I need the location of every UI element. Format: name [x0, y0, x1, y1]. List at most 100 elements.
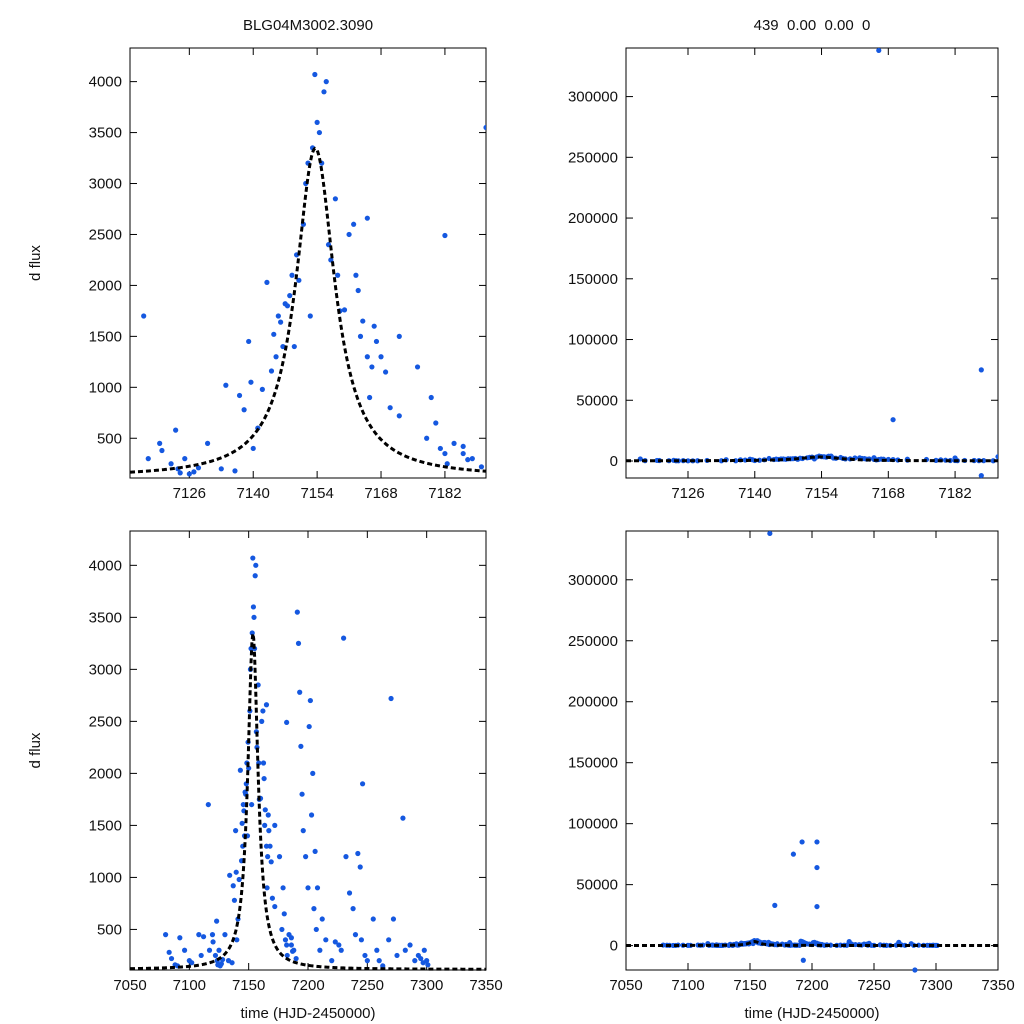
x-tick-label: 7154 [300, 485, 333, 502]
data-point [218, 466, 224, 472]
y-tick-label: 250000 [568, 633, 618, 650]
data-point [478, 464, 485, 470]
data-point [272, 822, 278, 829]
data-point [249, 801, 255, 808]
data-point [451, 440, 457, 446]
data-point [246, 338, 252, 345]
data-point [310, 770, 316, 776]
data-point [281, 911, 287, 917]
panel-top-left: 500 1000 1500 2000 2500 3000 3500 4000 7126 7140 7… [27, 17, 487, 502]
data-point [332, 939, 338, 945]
data-point [341, 635, 347, 641]
data-point [359, 781, 366, 787]
outlier-point [799, 839, 805, 845]
data-point [280, 885, 286, 891]
data-point [206, 947, 213, 953]
x-tick-label: 7350 [981, 977, 1014, 994]
data-point [191, 469, 197, 475]
model-curve [626, 455, 998, 463]
data-point [296, 277, 302, 283]
data-point [371, 323, 377, 329]
x-tick-label: 7182 [938, 485, 971, 502]
y-tick-label: 300000 [568, 572, 618, 589]
data-point [159, 447, 165, 454]
model-curve [130, 146, 486, 474]
data-point [181, 947, 188, 953]
y-tick-label: 2000 [89, 277, 122, 294]
data-point [328, 257, 334, 263]
panel-top-right: 0 50000 100000 150000 200000 250000 300000 7126… [568, 17, 999, 502]
data-point [248, 379, 254, 385]
data-point [198, 952, 204, 959]
data-point [343, 854, 349, 860]
data-point [275, 313, 281, 319]
data-point [182, 456, 188, 462]
data-point [205, 801, 211, 808]
data-point [262, 807, 268, 813]
data-point [200, 934, 207, 940]
data-point [421, 947, 427, 953]
panel-title: BLG04M3002.3090 [243, 17, 373, 34]
y-axis-label: d flux [27, 245, 44, 281]
data-point [250, 604, 257, 610]
data-point [222, 932, 228, 938]
y-tick-label: 0 [610, 453, 618, 470]
data-point [428, 394, 434, 401]
data-point [282, 937, 289, 943]
data-point [216, 947, 222, 953]
data-point [237, 767, 243, 773]
y-tick-label: 250000 [568, 149, 618, 166]
data-point [388, 695, 394, 702]
data-point [335, 272, 341, 278]
data-point [353, 272, 359, 278]
data-point [189, 960, 195, 966]
data-point [637, 456, 643, 462]
model-curve [130, 633, 486, 971]
data-point [212, 952, 219, 959]
y-tick-label: 1500 [89, 817, 122, 834]
data-point [394, 952, 400, 959]
data-point [360, 318, 366, 324]
data-point [402, 947, 408, 953]
y-axis-label: d flux [27, 732, 44, 768]
model-curve [626, 940, 998, 947]
data-point [307, 313, 313, 319]
data-point [250, 445, 256, 452]
data-point [214, 918, 220, 924]
data-point [437, 445, 443, 452]
outlier-point [814, 864, 820, 871]
y-tick-label: 500 [97, 921, 122, 938]
data-point [168, 955, 175, 962]
data-point [280, 343, 286, 350]
outlier-point [772, 902, 778, 908]
y-tick-label: 1000 [89, 379, 122, 396]
data-point [433, 420, 439, 426]
x-tick-label: 7350 [469, 977, 502, 994]
x-tick-label: 7150 [232, 977, 265, 994]
data-point [218, 961, 224, 967]
y-tick-label: 0 [610, 938, 618, 955]
data-point [268, 859, 274, 865]
data-point [355, 287, 361, 294]
data-point [166, 949, 172, 955]
data-point [376, 958, 382, 964]
data-point [460, 450, 466, 457]
data-point [306, 723, 312, 730]
data-point [239, 820, 245, 826]
data-point [442, 232, 448, 239]
outlier-point [978, 472, 984, 479]
data-point [291, 947, 297, 953]
data-point [299, 791, 305, 797]
x-tick-label: 7168 [364, 485, 397, 502]
data-point [263, 702, 270, 708]
data-point [323, 79, 329, 85]
data-point [382, 369, 389, 375]
outlier-point [876, 47, 882, 54]
x-tick-label: 7100 [671, 977, 704, 994]
data-point [157, 440, 163, 446]
y-tick-label: 200000 [568, 694, 618, 711]
data-point [288, 935, 294, 941]
data-point [259, 386, 265, 392]
data-point [271, 331, 277, 337]
data-point [400, 815, 406, 821]
